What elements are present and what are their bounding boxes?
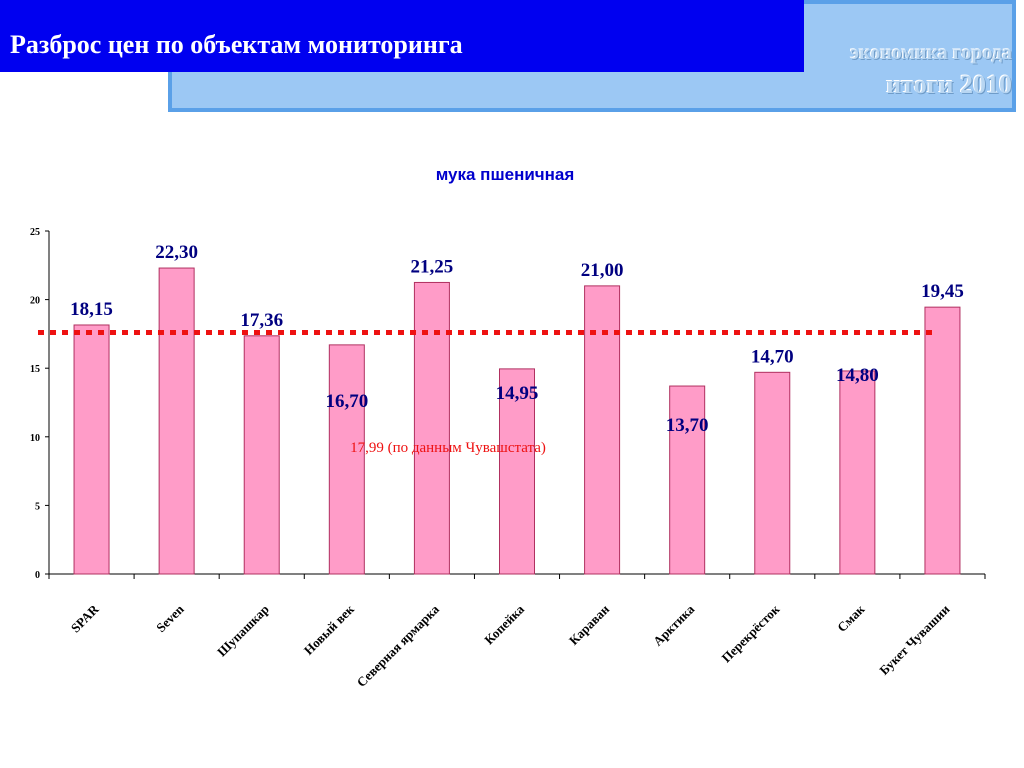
chart-bars xyxy=(73,267,961,575)
value-label: 22,30 xyxy=(155,242,198,263)
brand-line-1: экономика города xyxy=(850,42,1012,64)
category-label: Смак xyxy=(834,601,868,635)
y-tick-label: 0 xyxy=(35,570,40,581)
category-label: Копейка xyxy=(481,601,527,647)
value-label: 16,70 xyxy=(325,391,368,412)
value-label: 18,15 xyxy=(70,299,113,320)
bar xyxy=(584,285,621,575)
category-label: SPAR xyxy=(68,601,102,635)
bar xyxy=(73,324,110,575)
y-tick-label: 25 xyxy=(30,227,40,238)
y-tick-label: 15 xyxy=(30,364,40,375)
header-bar: Разброс цен по объектам мониторинга xyxy=(0,0,804,72)
bar xyxy=(669,385,706,575)
category-label: Караван xyxy=(566,601,613,648)
bar xyxy=(158,267,195,575)
bar xyxy=(754,371,791,575)
y-tick-label: 5 xyxy=(35,501,40,512)
category-label: Шупашкар xyxy=(214,602,272,660)
y-tick-label: 10 xyxy=(30,433,40,444)
page-title: Разброс цен по объектам мониторинга xyxy=(10,30,463,59)
bar xyxy=(328,344,365,575)
category-label: Перекрёсток xyxy=(719,601,783,665)
category-label: Букет Чувашии xyxy=(876,601,953,678)
bar xyxy=(839,370,876,575)
value-label: 19,45 xyxy=(921,281,964,302)
value-label: 14,70 xyxy=(751,346,794,367)
value-label: 21,25 xyxy=(411,256,454,277)
value-label: 13,70 xyxy=(666,415,709,436)
value-label: 17,36 xyxy=(240,310,283,331)
y-tick-label: 20 xyxy=(30,296,40,307)
chart-title: мука пшеничная xyxy=(436,165,575,184)
value-labels: 18,15 22,30 17,36 16,70 21,25 14,95 21,00 13,70… xyxy=(70,242,964,436)
bar xyxy=(413,281,450,575)
value-label: 14,95 xyxy=(496,383,539,404)
bar xyxy=(924,306,961,575)
category-label: Северная ярмарка xyxy=(354,601,443,690)
bar xyxy=(243,335,280,575)
reference-line-label: 17,99 (по данным Чувашстата) xyxy=(350,440,546,456)
category-label: Новый век xyxy=(301,601,358,658)
brand-line-2: итоги 2010 xyxy=(886,70,1012,99)
value-label: 21,00 xyxy=(581,260,624,281)
category-label: Seven xyxy=(153,601,187,635)
value-label: 14,80 xyxy=(836,365,879,386)
bar xyxy=(499,368,535,575)
category-label: Арктика xyxy=(650,601,698,649)
